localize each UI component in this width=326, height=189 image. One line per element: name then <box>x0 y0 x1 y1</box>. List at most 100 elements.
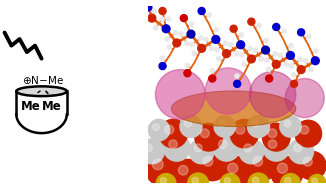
Circle shape <box>278 53 283 57</box>
Circle shape <box>289 139 314 164</box>
Circle shape <box>198 8 205 15</box>
Circle shape <box>179 32 183 36</box>
Circle shape <box>230 119 259 148</box>
Circle shape <box>209 75 216 82</box>
Circle shape <box>244 144 252 152</box>
Ellipse shape <box>17 87 67 97</box>
Circle shape <box>282 29 286 33</box>
Circle shape <box>204 37 208 41</box>
Circle shape <box>262 123 290 151</box>
Circle shape <box>289 43 293 48</box>
Circle shape <box>169 140 177 148</box>
Circle shape <box>284 120 291 127</box>
Circle shape <box>185 63 189 67</box>
Circle shape <box>235 74 239 78</box>
Circle shape <box>167 17 171 21</box>
Circle shape <box>152 9 156 13</box>
Circle shape <box>259 57 263 61</box>
Circle shape <box>145 4 152 11</box>
Circle shape <box>314 49 318 53</box>
Circle shape <box>271 157 303 189</box>
Circle shape <box>218 120 225 127</box>
Circle shape <box>185 120 191 127</box>
Circle shape <box>159 63 166 70</box>
Circle shape <box>248 46 252 51</box>
Circle shape <box>295 120 321 147</box>
Circle shape <box>217 57 221 61</box>
Circle shape <box>203 156 213 166</box>
Circle shape <box>162 25 170 33</box>
Circle shape <box>309 68 313 72</box>
Circle shape <box>154 26 158 30</box>
Circle shape <box>234 80 241 87</box>
Circle shape <box>298 57 302 61</box>
Circle shape <box>294 144 302 152</box>
Text: Me: Me <box>21 100 41 113</box>
Circle shape <box>160 17 164 21</box>
Circle shape <box>173 39 181 47</box>
Circle shape <box>254 48 258 52</box>
Circle shape <box>247 55 255 63</box>
Circle shape <box>140 139 164 164</box>
Circle shape <box>287 52 294 59</box>
Circle shape <box>165 125 174 134</box>
Circle shape <box>214 116 235 137</box>
Circle shape <box>228 163 238 173</box>
Circle shape <box>240 53 244 57</box>
Circle shape <box>289 64 294 68</box>
Circle shape <box>148 14 156 22</box>
Circle shape <box>237 41 244 49</box>
Circle shape <box>253 156 263 166</box>
Circle shape <box>153 159 163 170</box>
Circle shape <box>197 150 228 181</box>
Circle shape <box>234 52 239 56</box>
Circle shape <box>153 124 159 130</box>
Circle shape <box>214 27 218 32</box>
Circle shape <box>180 115 202 137</box>
Circle shape <box>312 178 318 184</box>
Circle shape <box>266 75 273 82</box>
Circle shape <box>192 177 199 184</box>
Circle shape <box>159 119 187 148</box>
Circle shape <box>173 31 178 35</box>
Circle shape <box>189 139 214 164</box>
Text: $\oplus$N$-$Me: $\oplus$N$-$Me <box>22 74 64 86</box>
Circle shape <box>165 37 169 41</box>
Circle shape <box>267 67 271 72</box>
Circle shape <box>268 129 277 138</box>
Circle shape <box>199 36 203 40</box>
Circle shape <box>224 177 230 184</box>
Circle shape <box>290 80 298 87</box>
Circle shape <box>163 135 190 161</box>
Circle shape <box>160 56 165 60</box>
Circle shape <box>185 41 189 45</box>
Circle shape <box>252 120 259 127</box>
Circle shape <box>180 15 187 22</box>
Circle shape <box>306 34 311 39</box>
Circle shape <box>239 139 264 164</box>
Circle shape <box>221 157 253 189</box>
Circle shape <box>257 24 261 28</box>
Circle shape <box>252 177 259 184</box>
Text: Me: Me <box>42 100 62 113</box>
Circle shape <box>189 22 194 26</box>
Circle shape <box>205 68 251 114</box>
Circle shape <box>273 52 277 56</box>
Circle shape <box>230 25 237 32</box>
Circle shape <box>190 42 194 46</box>
Circle shape <box>247 115 270 137</box>
Circle shape <box>220 174 240 189</box>
Circle shape <box>188 173 208 189</box>
Circle shape <box>277 163 288 173</box>
Circle shape <box>218 140 227 148</box>
Circle shape <box>268 140 277 148</box>
Circle shape <box>247 150 277 181</box>
Circle shape <box>300 126 309 134</box>
Circle shape <box>291 73 296 77</box>
Circle shape <box>172 159 202 189</box>
Circle shape <box>280 116 301 137</box>
Circle shape <box>273 23 280 30</box>
Circle shape <box>285 78 324 118</box>
Circle shape <box>311 57 319 65</box>
Circle shape <box>178 165 188 175</box>
